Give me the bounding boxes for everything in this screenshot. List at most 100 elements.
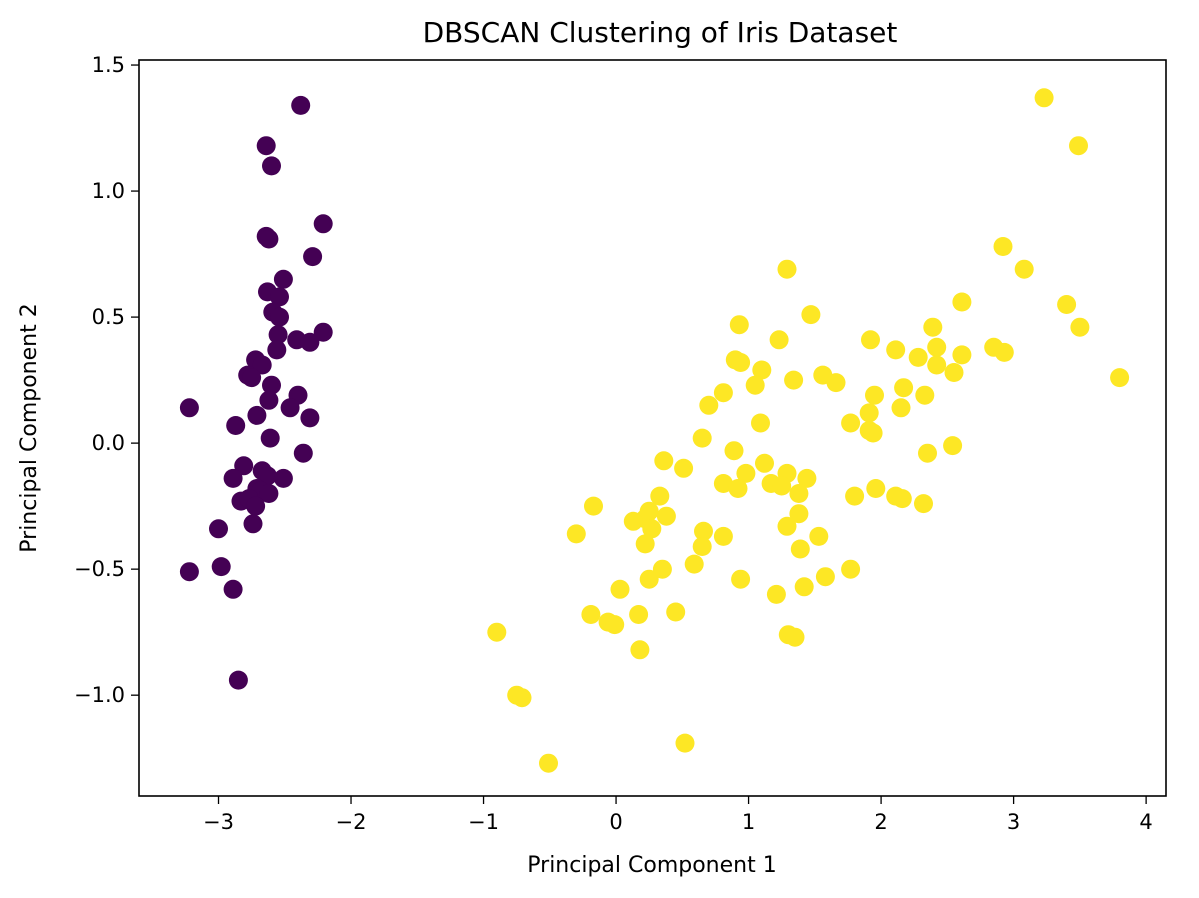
data-point-cluster-0-9 — [270, 287, 289, 307]
data-point-cluster-1-89 — [605, 615, 625, 635]
data-point-cluster-0-12 — [268, 325, 288, 345]
data-point-cluster-1-53 — [866, 479, 886, 498]
data-point-cluster-1-67 — [642, 519, 662, 539]
data-point-cluster-1-17 — [952, 345, 972, 365]
data-point-cluster-1-72 — [566, 524, 586, 544]
data-point-cluster-1-25 — [1110, 368, 1130, 388]
data-point-cluster-1-22 — [752, 360, 772, 380]
data-point-cluster-0-20 — [242, 368, 262, 388]
data-point-cluster-1-20 — [731, 353, 751, 372]
data-point-cluster-1-68 — [777, 516, 797, 536]
x-tick-label-0: −3 — [203, 810, 234, 834]
data-point-cluster-1-83 — [610, 579, 630, 599]
y-tick-label-0: −1.0 — [74, 683, 125, 707]
data-point-cluster-0-46 — [223, 579, 243, 599]
data-point-cluster-1-90 — [487, 622, 507, 642]
data-point-cluster-1-78 — [841, 559, 861, 579]
y-tick-label-1: −0.5 — [74, 557, 125, 581]
data-point-cluster-1-93 — [630, 640, 650, 660]
data-point-cluster-1-32 — [915, 385, 935, 405]
data-point-cluster-1-64 — [789, 504, 809, 524]
data-point-cluster-1-15 — [994, 342, 1014, 362]
data-point-cluster-1-70 — [809, 526, 829, 546]
data-point-cluster-1-41 — [943, 436, 963, 456]
x-axis-label: Principal Component 1 — [527, 853, 776, 878]
data-point-cluster-1-1 — [1069, 136, 1088, 156]
data-point-cluster-1-74 — [692, 537, 712, 556]
plot-frame — [138, 59, 1167, 797]
data-point-cluster-1-49 — [797, 468, 817, 488]
data-point-cluster-1-82 — [794, 577, 814, 597]
data-point-cluster-0-47 — [228, 670, 248, 690]
data-point-cluster-1-80 — [731, 569, 751, 589]
data-point-cluster-0-0 — [291, 95, 311, 115]
data-point-cluster-1-42 — [724, 441, 744, 461]
x-tick-label-7: 4 — [1139, 810, 1152, 834]
data-point-cluster-1-58 — [650, 486, 670, 506]
data-point-cluster-1-77 — [652, 559, 672, 579]
chart-title: DBSCAN Clustering of Iris Dataset — [423, 16, 898, 49]
data-point-cluster-1-3 — [1014, 259, 1034, 279]
data-point-cluster-1-55 — [789, 484, 809, 503]
data-point-cluster-1-85 — [666, 602, 686, 622]
data-point-cluster-0-28 — [226, 416, 246, 435]
data-point-cluster-1-16 — [927, 337, 947, 357]
data-point-cluster-1-50 — [713, 474, 733, 493]
data-point-cluster-0-31 — [234, 456, 254, 476]
data-point-cluster-1-37 — [751, 413, 770, 433]
data-point-cluster-1-26 — [784, 370, 804, 390]
data-point-cluster-1-59 — [845, 486, 865, 506]
data-point-cluster-0-7 — [273, 269, 293, 289]
data-point-cluster-1-75 — [790, 539, 810, 559]
data-point-cluster-1-73 — [635, 534, 655, 554]
data-point-cluster-1-76 — [684, 554, 704, 574]
data-point-cluster-1-39 — [863, 423, 883, 443]
data-point-cluster-0-25 — [179, 398, 199, 418]
data-point-cluster-1-60 — [914, 494, 933, 514]
x-tick-label-3: 0 — [609, 810, 622, 834]
data-point-cluster-1-10 — [729, 315, 749, 335]
data-point-cluster-0-44 — [211, 557, 231, 577]
data-point-cluster-1-92 — [785, 627, 805, 647]
data-point-cluster-0-16 — [267, 340, 287, 360]
data-point-cluster-1-95 — [512, 688, 532, 708]
data-point-cluster-0-38 — [259, 484, 279, 503]
data-point-cluster-0-14 — [300, 332, 320, 352]
data-point-cluster-0-29 — [260, 428, 280, 448]
data-points — [179, 88, 1130, 773]
data-point-cluster-1-5 — [952, 292, 972, 312]
data-point-cluster-0-1 — [256, 136, 276, 156]
data-point-cluster-1-30 — [713, 383, 733, 403]
data-point-cluster-1-34 — [891, 398, 911, 418]
data-point-cluster-1-2 — [993, 237, 1013, 256]
data-point-cluster-0-3 — [313, 214, 333, 234]
data-point-cluster-0-18 — [252, 355, 272, 375]
data-point-cluster-1-29 — [894, 378, 914, 398]
data-point-cluster-1-31 — [865, 385, 884, 405]
data-point-cluster-1-97 — [539, 753, 558, 773]
data-point-cluster-1-27 — [826, 373, 846, 393]
data-point-cluster-1-33 — [699, 395, 719, 415]
data-point-cluster-1-43 — [918, 443, 937, 463]
data-point-cluster-0-6 — [303, 247, 323, 267]
data-point-cluster-0-35 — [273, 468, 293, 488]
data-point-cluster-1-13 — [886, 340, 906, 360]
data-point-cluster-0-23 — [259, 390, 279, 410]
data-point-cluster-1-87 — [581, 605, 601, 624]
y-tick-label-3: 0.5 — [92, 305, 125, 329]
y-tick-label-4: 1.0 — [92, 179, 125, 203]
data-point-cluster-0-5 — [259, 229, 279, 249]
data-point-cluster-1-8 — [1070, 317, 1090, 337]
data-point-cluster-0-34 — [223, 468, 243, 488]
data-point-cluster-1-9 — [923, 317, 943, 337]
data-point-cluster-1-54 — [728, 479, 748, 498]
data-point-cluster-1-47 — [736, 463, 756, 483]
data-point-cluster-1-46 — [674, 458, 694, 478]
data-point-cluster-1-57 — [892, 489, 912, 509]
data-point-cluster-0-33 — [258, 466, 277, 486]
data-point-cluster-1-35 — [859, 403, 879, 423]
data-point-cluster-1-23 — [944, 363, 964, 382]
x-tick-label-4: 1 — [742, 810, 755, 834]
y-tick-label-2: 0.0 — [92, 431, 125, 455]
